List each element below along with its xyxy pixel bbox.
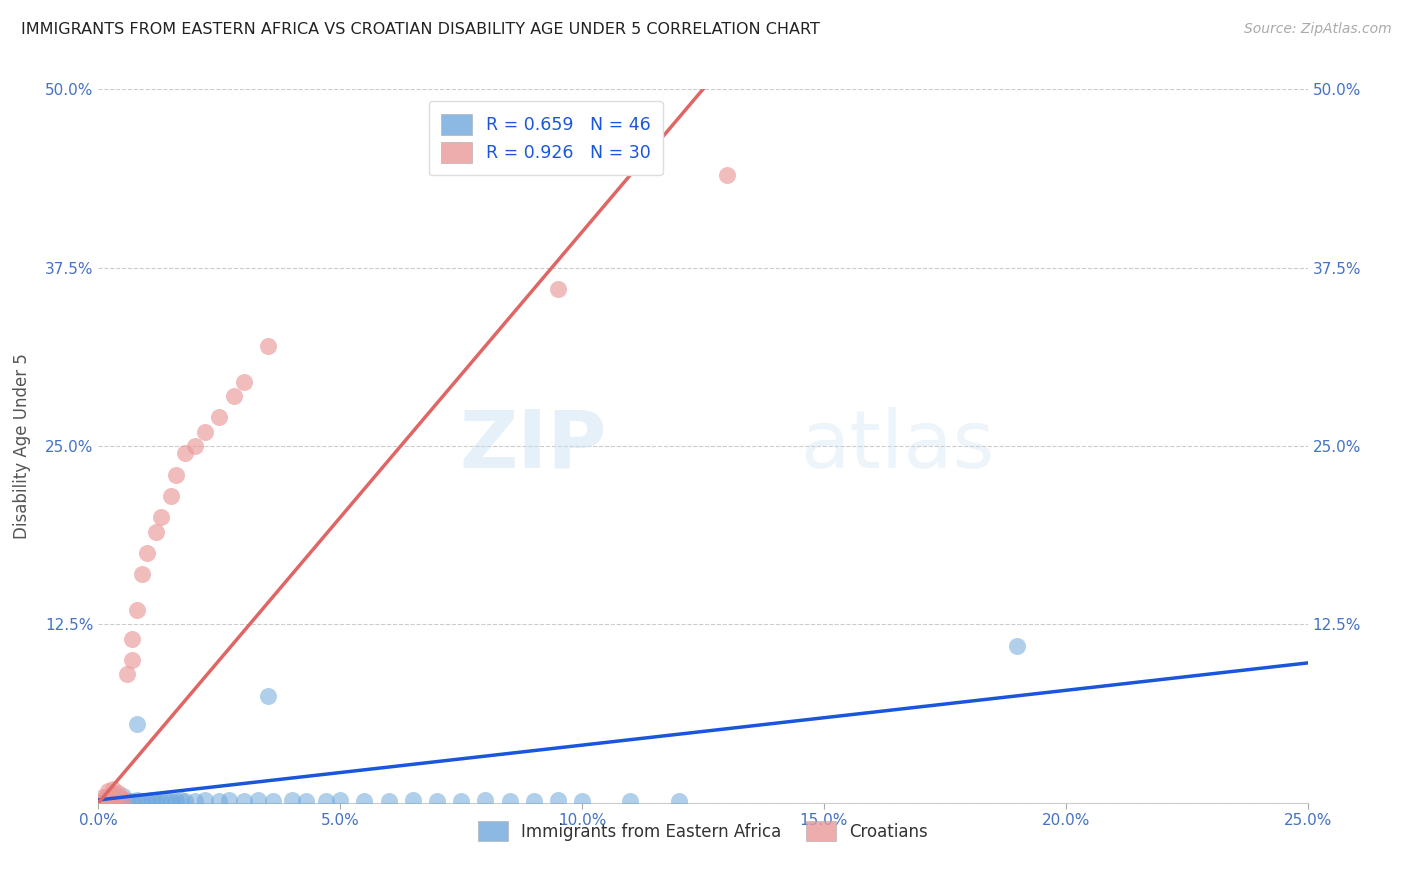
Point [218, 793, 240, 807]
Point [131, 794, 153, 808]
Point [107, 790, 129, 805]
Point [135, 546, 157, 560]
Text: IMMIGRANTS FROM EASTERN AFRICA VS CROATIAN DISABILITY AGE UNDER 5 CORRELATION CH: IMMIGRANTS FROM EASTERN AFRICA VS CROATI… [21, 22, 820, 37]
Point [117, 794, 139, 808]
Point [111, 789, 134, 803]
Point [97, 784, 120, 798]
Point [208, 794, 231, 808]
Point [111, 791, 134, 805]
Point [247, 793, 270, 807]
Point [101, 793, 124, 807]
Text: Source: ZipAtlas.com: Source: ZipAtlas.com [1244, 22, 1392, 37]
Point [91, 794, 114, 808]
Point [150, 510, 173, 524]
Text: ZIP: ZIP [458, 407, 606, 485]
Point [160, 794, 183, 808]
Point [131, 567, 153, 582]
Point [315, 794, 337, 808]
Point [169, 793, 191, 807]
Y-axis label: Disability Age Under 5: Disability Age Under 5 [13, 353, 31, 539]
Point [716, 168, 738, 182]
Point [97, 793, 120, 807]
Point [111, 793, 134, 807]
Point [145, 524, 167, 539]
Point [127, 793, 149, 807]
Point [498, 794, 520, 808]
Point [91, 790, 114, 805]
Point [281, 793, 304, 807]
Point [474, 793, 496, 807]
Point [329, 793, 352, 807]
Point [232, 794, 254, 808]
Point [107, 786, 129, 800]
Point [91, 793, 114, 807]
Point [145, 794, 167, 808]
Point [160, 489, 183, 503]
Point [523, 794, 546, 808]
Point [353, 794, 375, 808]
Point [101, 794, 124, 808]
Point [97, 791, 120, 805]
Point [377, 794, 399, 808]
Point [174, 794, 197, 808]
Point [101, 781, 124, 796]
Point [402, 793, 425, 807]
Point [668, 794, 690, 808]
Point [194, 793, 217, 807]
Point [208, 410, 231, 425]
Point [150, 794, 173, 808]
Point [121, 653, 143, 667]
Legend: Immigrants from Eastern Africa, Croatians: Immigrants from Eastern Africa, Croatian… [471, 814, 935, 848]
Point [121, 632, 143, 646]
Point [184, 794, 207, 808]
Point [165, 467, 187, 482]
Text: atlas: atlas [800, 407, 994, 485]
Point [232, 375, 254, 389]
Point [426, 794, 449, 808]
Point [222, 389, 245, 403]
Point [101, 787, 124, 801]
Point [295, 794, 318, 808]
Point [256, 339, 278, 353]
Point [571, 794, 593, 808]
Point [117, 667, 139, 681]
Point [547, 282, 569, 296]
Point [127, 603, 149, 617]
Point [127, 717, 149, 731]
Point [97, 789, 120, 803]
Point [547, 793, 569, 807]
Point [141, 793, 163, 807]
Point [155, 793, 177, 807]
Point [107, 794, 129, 808]
Point [184, 439, 207, 453]
Point [101, 791, 124, 805]
Point [619, 794, 641, 808]
Point [165, 794, 187, 808]
Point [256, 689, 278, 703]
Point [135, 794, 157, 808]
Point [194, 425, 217, 439]
Point [1007, 639, 1029, 653]
Point [174, 446, 197, 460]
Point [121, 794, 143, 808]
Point [450, 794, 472, 808]
Point [262, 794, 284, 808]
